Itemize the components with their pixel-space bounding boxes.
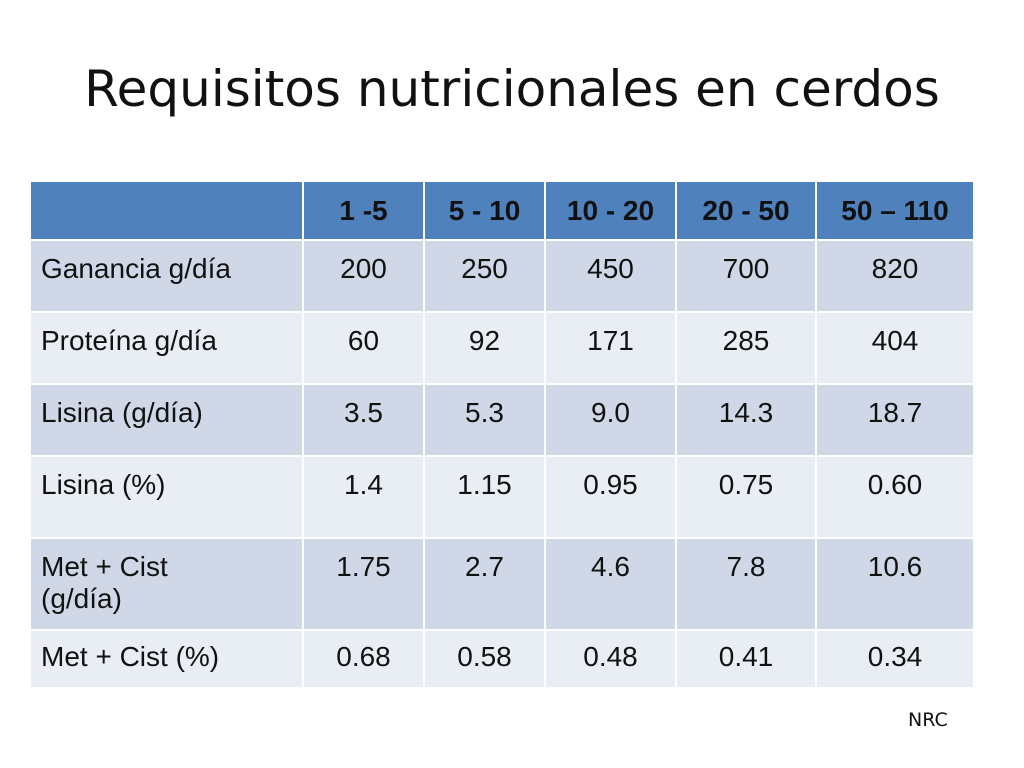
table-cell: 2.7 — [423, 537, 546, 631]
cell-value: 92 — [468, 325, 501, 356]
cell-value: 2.7 — [465, 551, 504, 582]
row-label: Lisina (g/día) — [41, 397, 203, 428]
row-label-cell: Proteína g/día — [29, 311, 304, 385]
cell-value: 0.60 — [867, 469, 923, 500]
cell-value: 0.34 — [867, 641, 923, 672]
slide-title: Requisitos nutricionales en cerdos — [84, 60, 940, 118]
cell-value: 1.15 — [457, 469, 512, 500]
row-label: Proteína g/día — [41, 325, 217, 356]
row-label-cell: Met + Cist (%) — [29, 629, 304, 689]
table-header-cell: 10 - 20 — [544, 180, 677, 241]
cell-value: 5.3 — [465, 397, 504, 428]
nutrition-table: 1 -5 5 - 10 10 - 20 20 - 50 50 – 110 Gan… — [29, 180, 975, 689]
cell-value: 404 — [871, 325, 919, 356]
row-label: Met + Cist (g/día) — [41, 551, 168, 614]
cell-value: 1.75 — [336, 551, 391, 582]
cell-value: 700 — [722, 253, 770, 284]
cell-value: 60 — [347, 325, 380, 356]
row-label-cell: Lisina (%) — [29, 455, 304, 539]
table-cell: 4.6 — [544, 537, 677, 631]
cell-value: 3.5 — [344, 397, 383, 428]
table-cell: 450 — [544, 239, 677, 313]
cell-value: 1.4 — [344, 469, 383, 500]
row-label: Met + Cist (%) — [41, 641, 220, 672]
cell-value: 14.3 — [718, 397, 774, 428]
table-cell: 1.15 — [423, 455, 546, 539]
table-cell: 9.0 — [544, 383, 677, 457]
table-cell: 0.41 — [675, 629, 817, 689]
cell-value: 450 — [587, 253, 634, 284]
cell-value: 0.95 — [583, 469, 638, 500]
row-label: Lisina (%) — [41, 469, 166, 500]
table-cell: 0.60 — [815, 455, 975, 539]
table-cell: 700 — [675, 239, 817, 313]
table-row: Met + Cist (%) 0.68 0.58 0.48 0.41 0.34 — [29, 629, 975, 689]
table-header-cell: 5 - 10 — [423, 180, 546, 241]
table-cell: 3.5 — [302, 383, 425, 457]
table-cell: 200 — [302, 239, 425, 313]
cell-value: 10.6 — [867, 551, 923, 582]
table-cell: 60 — [302, 311, 425, 385]
table-cell: 0.75 — [675, 455, 817, 539]
cell-value: 9.0 — [591, 397, 630, 428]
cell-value: 820 — [871, 253, 919, 284]
table-cell: 0.95 — [544, 455, 677, 539]
table-cell: 0.58 — [423, 629, 546, 689]
cell-value: 250 — [461, 253, 508, 284]
table-cell: 0.68 — [302, 629, 425, 689]
cell-value: 285 — [722, 325, 770, 356]
cell-value: 0.41 — [718, 641, 774, 672]
cell-value: 0.68 — [336, 641, 391, 672]
row-label-cell: Met + Cist (g/día) — [29, 537, 304, 631]
cell-value: 4.6 — [591, 551, 630, 582]
cell-value: 7.8 — [726, 551, 766, 582]
table-header-cell: 1 -5 — [302, 180, 425, 241]
table-row: Ganancia g/día 200 250 450 700 820 — [29, 239, 975, 313]
table-row: Lisina (%) 1.4 1.15 0.95 0.75 0.60 — [29, 455, 975, 539]
table-cell: 1.4 — [302, 455, 425, 539]
table-row: Lisina (g/día) 3.5 5.3 9.0 14.3 18.7 — [29, 383, 975, 457]
table-cell: 171 — [544, 311, 677, 385]
cell-value: 200 — [340, 253, 387, 284]
table-row: Proteína g/día 60 92 171 285 404 — [29, 311, 975, 385]
row-label-cell: Ganancia g/día — [29, 239, 304, 313]
table-header-cell: 20 - 50 — [675, 180, 817, 241]
row-label: Ganancia g/día — [41, 253, 231, 284]
cell-value: 0.48 — [583, 641, 638, 672]
cell-value: 0.75 — [718, 469, 774, 500]
table-row: Met + Cist (g/día) 1.75 2.7 4.6 7.8 10.6 — [29, 537, 975, 631]
cell-value: 171 — [587, 325, 634, 356]
table-header-row: 1 -5 5 - 10 10 - 20 20 - 50 50 – 110 — [29, 180, 975, 241]
table-cell: 10.6 — [815, 537, 975, 631]
source-note: NRC — [908, 709, 948, 731]
table-cell: 1.75 — [302, 537, 425, 631]
table-cell: 250 — [423, 239, 546, 313]
table-cell: 18.7 — [815, 383, 975, 457]
table-header-cell — [29, 180, 304, 241]
row-label-cell: Lisina (g/día) — [29, 383, 304, 457]
table-cell: 0.34 — [815, 629, 975, 689]
cell-value: 18.7 — [867, 397, 923, 428]
table-cell: 404 — [815, 311, 975, 385]
table-cell: 14.3 — [675, 383, 817, 457]
table-cell: 820 — [815, 239, 975, 313]
table-cell: 7.8 — [675, 537, 817, 631]
cell-value: 0.58 — [457, 641, 512, 672]
table-cell: 285 — [675, 311, 817, 385]
table-header-cell: 50 – 110 — [815, 180, 975, 241]
table-cell: 5.3 — [423, 383, 546, 457]
table-cell: 0.48 — [544, 629, 677, 689]
table-cell: 92 — [423, 311, 546, 385]
